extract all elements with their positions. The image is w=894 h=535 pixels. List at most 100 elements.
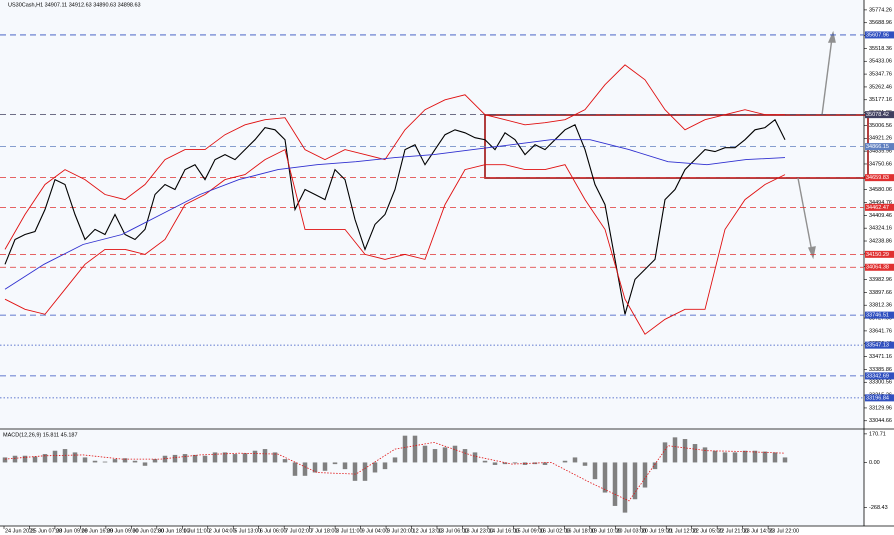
- macd-bar: [532, 462, 538, 465]
- macd-bar: [312, 462, 318, 473]
- level-label: 34150.29: [866, 252, 889, 258]
- level-label: 34866.15: [866, 144, 889, 150]
- x-tick-label: 8 Jul 11:00: [336, 528, 363, 534]
- macd-bar: [22, 455, 28, 463]
- macd-bar: [712, 450, 718, 463]
- macd-bar: [152, 459, 158, 463]
- level-label: 35078.42: [866, 112, 889, 118]
- x-tick-label: 28 Jun 16:00: [81, 528, 113, 534]
- macd-bar: [402, 435, 408, 463]
- y-tick-label: 33982.96: [869, 277, 892, 283]
- macd-bar: [122, 458, 128, 463]
- y-tick-label: 33897.66: [869, 290, 892, 296]
- macd-bar: [682, 439, 688, 463]
- macd-bar: [562, 460, 568, 463]
- x-tick-label: 1 Jul 11:00: [183, 528, 210, 534]
- x-tick-label: 25 Jun 07:00: [30, 528, 62, 534]
- macd-bar: [352, 462, 358, 481]
- x-tick-label: 16 Jul 18:00: [565, 528, 595, 534]
- y-tick-label: 35688.96: [869, 20, 892, 26]
- macd-bar: [72, 452, 78, 463]
- macd-bar: [782, 457, 788, 463]
- macd-bar: [332, 462, 338, 465]
- y-tick-label: 34580.06: [869, 187, 892, 193]
- x-tick-label: 13 Jul 06:00: [438, 528, 468, 534]
- x-tick-label: 23 Jul 14:00: [744, 528, 774, 534]
- macd-bar: [62, 449, 68, 463]
- chart-title: US30Cash,H1 34907.11 34912.63 34890.63 3…: [8, 2, 141, 8]
- level-label-box: [865, 143, 894, 151]
- level-label-box: [865, 203, 894, 211]
- macd-bar: [472, 452, 478, 463]
- y-tick-label: 34324.16: [869, 226, 892, 232]
- x-tick-label: 6 Jul 06:00: [260, 528, 287, 534]
- x-tick-label: 20 Jul 19:00: [642, 528, 672, 534]
- macd-bar: [392, 457, 398, 463]
- macd-bar: [572, 457, 578, 463]
- x-tick-label: 22 Jul 05:00: [693, 528, 723, 534]
- indicator-line: [4, 64, 785, 250]
- macd-bar: [462, 449, 468, 463]
- indicator-line: [4, 148, 786, 335]
- x-tick-label: 14 Jul 16:00: [489, 528, 519, 534]
- x-tick-label: 12 Jul 13:00: [413, 528, 443, 534]
- y-tick-label: 33471.16: [869, 354, 892, 360]
- y-tick-label: 35518.36: [869, 46, 892, 52]
- level-label-box: [865, 372, 894, 380]
- level-label-box: [865, 263, 894, 271]
- y-tick-label: 34835.96: [869, 149, 892, 155]
- x-tick-label: 7 Jul 18:00: [311, 528, 338, 534]
- x-tick-label: 9 Jul 04:00: [362, 528, 389, 534]
- macd-bar: [452, 445, 458, 463]
- macd-bar: [362, 462, 368, 481]
- level-label: 33196.84: [866, 395, 889, 401]
- macd-y-tick-label: -268.43: [869, 505, 888, 511]
- macd-bar: [692, 444, 698, 463]
- level-label: 34462.47: [866, 205, 889, 211]
- macd-bar: [672, 437, 678, 463]
- macd-bar: [382, 462, 388, 470]
- macd-bar: [82, 457, 88, 463]
- x-tick-label: 20 Jul 03:00: [616, 528, 646, 534]
- y-tick-label: 35433.06: [869, 59, 892, 65]
- y-tick-label: 33641.76: [869, 328, 892, 334]
- level-label-box: [865, 111, 894, 119]
- y-tick-label: 33129.96: [869, 405, 892, 411]
- level-label: 34064.38: [866, 265, 889, 271]
- y-tick-label: 35177.16: [869, 97, 892, 103]
- macd-bar: [262, 449, 268, 463]
- macd-bar: [322, 462, 328, 471]
- y-tick-label: 33044.66: [869, 418, 892, 424]
- macd-bar: [662, 442, 668, 463]
- macd-bar: [92, 460, 98, 463]
- y-tick-label: 34238.86: [869, 238, 892, 244]
- macd-bar: [342, 462, 348, 470]
- x-tick-label: 7 Jul 02:00: [285, 528, 312, 534]
- x-tick-label: 5 Jul 13:00: [234, 528, 261, 534]
- macd-bar: [282, 459, 288, 463]
- macd-bar: [762, 451, 768, 463]
- y-tick-label: 35347.76: [869, 72, 892, 78]
- x-tick-label: 9 Jul 20:00: [387, 528, 414, 534]
- y-tick-label: 34750.66: [869, 161, 892, 167]
- level-label-box: [865, 341, 894, 349]
- macd-bar: [52, 450, 58, 463]
- y-tick-label: 35774.26: [869, 7, 892, 13]
- macd-bar: [132, 460, 138, 463]
- macd-bar: [632, 462, 638, 500]
- macd-title: MACD(12,26,9) 15.811 45.187: [3, 432, 78, 438]
- macd-bar: [612, 462, 618, 506]
- macd-bar: [482, 460, 488, 463]
- level-label-box: [865, 394, 894, 402]
- macd-bar: [592, 462, 598, 480]
- y-tick-label: 35006.56: [869, 123, 892, 129]
- level-label: 35607.96: [866, 32, 889, 38]
- macd-bar: [732, 452, 738, 463]
- y-tick-label: 33300.56: [869, 380, 892, 386]
- macd-bar: [162, 455, 168, 463]
- macd-bar: [422, 445, 428, 463]
- macd-bar: [112, 459, 118, 463]
- x-tick-label: 19 Jul 10:00: [591, 528, 621, 534]
- x-tick-label: 28 Jun 09:00: [56, 528, 88, 534]
